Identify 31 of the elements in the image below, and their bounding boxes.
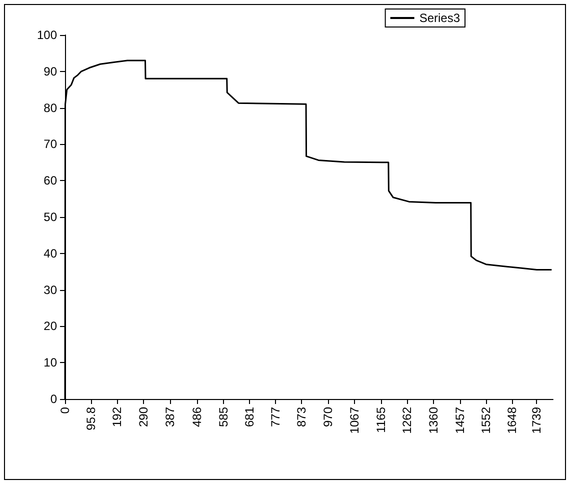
legend-label: Series3 [419, 11, 460, 25]
x-tick-label: 486 [190, 406, 204, 428]
x-tick-label: 290 [136, 406, 151, 428]
x-tick-label: 1165 [374, 406, 388, 433]
x-tick-label: 1262 [400, 406, 414, 434]
x-tick-label: 681 [242, 406, 257, 428]
x-tick-label: 192 [110, 406, 124, 428]
x-tick-label: 0 [58, 406, 72, 414]
y-tick-label: 80 [44, 100, 58, 115]
y-tick-label: 50 [44, 210, 58, 224]
y-tick-label: 0 [50, 392, 58, 406]
y-tick-label: 60 [44, 174, 58, 188]
x-tick-label: 970 [320, 406, 335, 428]
x-tick-label: 95.8 [84, 406, 98, 430]
x-tick-label: 1067 [347, 406, 362, 434]
x-tick-label: 1360 [426, 406, 441, 434]
y-tick-label: 100 [36, 28, 58, 42]
x-tick-label: 387 [162, 406, 177, 428]
y-tick-label: 70 [44, 137, 58, 152]
y-tick-label: 30 [44, 282, 58, 297]
x-tick-label: 1739 [529, 406, 544, 434]
x-tick-label: 585 [216, 406, 231, 428]
y-tick-label: 90 [44, 64, 58, 78]
x-tick-label: 1552 [478, 406, 493, 434]
y-tick-label: 10 [44, 356, 58, 370]
x-tick-label: 873 [294, 406, 309, 428]
y-tick-label: 40 [44, 246, 58, 260]
y-tick-label: 20 [44, 319, 58, 334]
x-tick-label: 1457 [453, 406, 468, 434]
x-tick-label: 1648 [504, 406, 519, 434]
x-tick-label: 777 [268, 406, 283, 428]
